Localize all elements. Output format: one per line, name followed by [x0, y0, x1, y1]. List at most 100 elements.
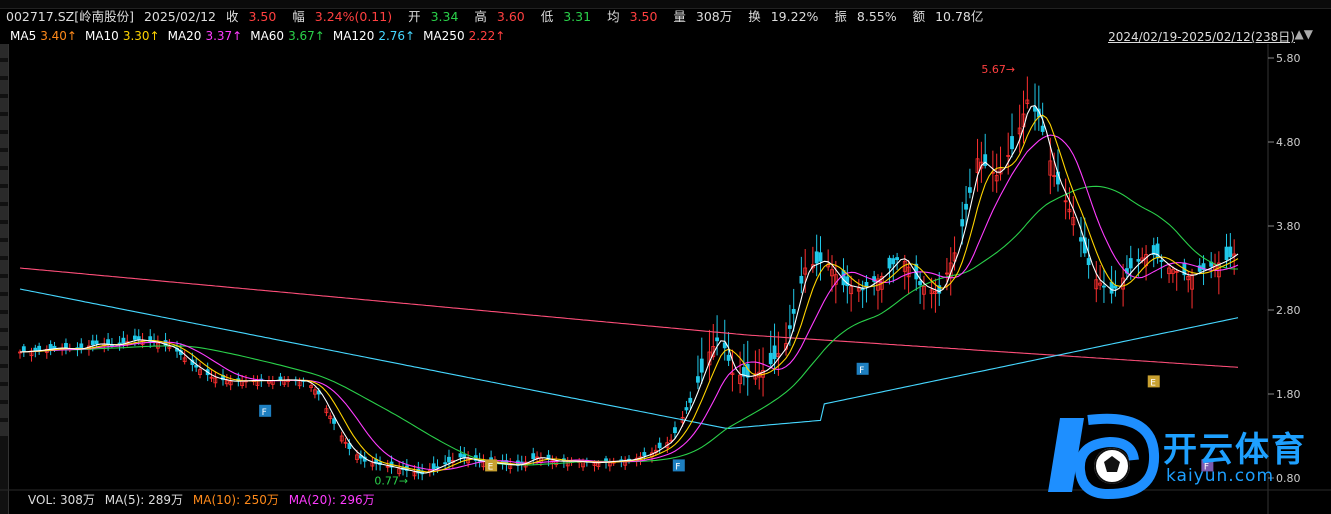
ma250-line — [19, 267, 1239, 368]
candle-body — [768, 352, 773, 365]
high-marker-label: 5.67→ — [981, 63, 1015, 76]
vol-ma5: MA(5): 289万 — [104, 493, 184, 507]
kline-chart: 5.80 4.80 3.80 2.80 1.80 0.80 5.67→ 0.77→ F E F F E F — [0, 44, 1331, 514]
event-marker — [485, 459, 498, 472]
candle-body — [673, 427, 677, 434]
candle-body — [1094, 279, 1099, 290]
candle-body — [1033, 106, 1037, 112]
quote-bar: 002717.SZ[岭南股份] 2025/02/12 收 3.50 幅 3.24… — [6, 9, 995, 25]
amplitude-field: 振 8.55% — [834, 9, 897, 24]
avg-field: 均 3.50 — [607, 9, 658, 24]
ma-legend-label: MA5 — [10, 29, 37, 43]
candle-body — [209, 376, 214, 379]
candle-body — [90, 340, 95, 346]
ma-legend-value: 2.22↑ — [468, 29, 506, 43]
candle-body — [1136, 259, 1141, 262]
candle-body — [1224, 246, 1229, 260]
candle-body — [818, 252, 823, 262]
candle-body — [1086, 258, 1091, 266]
candle-body — [753, 373, 758, 380]
candle-body — [167, 346, 172, 349]
candle-body — [370, 462, 375, 467]
candle-body — [845, 276, 850, 287]
candle-body — [1098, 282, 1103, 286]
high-field: 高 3.60 — [474, 9, 525, 24]
candle-body — [79, 343, 84, 349]
event-marker — [1201, 459, 1214, 472]
event-marker — [672, 459, 685, 472]
candle-body — [1170, 269, 1175, 274]
close-field: 收 3.50 — [225, 9, 277, 24]
candle-body — [945, 272, 949, 275]
ma20-line — [19, 134, 1239, 471]
candle-body — [535, 456, 539, 459]
range-arrows-icon[interactable]: ▲▼ — [1294, 27, 1313, 41]
candle-body — [1079, 237, 1083, 242]
event-marker-label: F — [262, 408, 267, 418]
candle-body — [787, 325, 792, 329]
candle-body — [918, 281, 922, 286]
candle-body — [447, 456, 451, 463]
event-marker-label: F — [675, 462, 680, 472]
candle-body — [799, 275, 804, 284]
y-tick-label: 2.80 — [1276, 304, 1301, 317]
candle-body — [332, 418, 336, 424]
open-field: 开 3.34 — [408, 9, 459, 24]
candle-body — [435, 466, 440, 469]
candle-body — [776, 353, 781, 358]
candle-body — [1121, 277, 1125, 290]
candle-body — [431, 463, 436, 470]
y-tick-label: 0.80 — [1276, 472, 1301, 485]
left-tool-strip — [0, 44, 9, 514]
candle-body — [1140, 257, 1145, 261]
candle-body — [814, 251, 819, 264]
candle-body — [975, 158, 980, 173]
candle-body — [860, 288, 865, 291]
watermark-text: 开云体育 — [1163, 430, 1307, 470]
candle-body — [803, 267, 808, 275]
candle-body — [94, 340, 99, 344]
candle-body — [21, 346, 26, 353]
event-marker-label: F — [1204, 462, 1209, 472]
candle-body — [182, 357, 187, 363]
y-tick-label: 4.80 — [1276, 136, 1301, 149]
candle-body — [1025, 99, 1030, 105]
candle-body — [1128, 258, 1133, 269]
event-marker — [856, 362, 869, 375]
candle-body — [994, 175, 999, 182]
candle-body — [1174, 270, 1179, 273]
candle-body — [791, 308, 796, 314]
ma120-line — [19, 288, 1239, 429]
y-tick-label: 5.80 — [1276, 52, 1301, 65]
candle-body — [339, 435, 344, 442]
candle-body — [864, 281, 869, 287]
candle-body — [343, 441, 348, 444]
candle-body — [228, 380, 233, 386]
candle-body — [33, 347, 38, 352]
candle-body — [1071, 217, 1076, 226]
candle-body — [642, 452, 647, 456]
top-toolbar — [0, 0, 1331, 9]
ma-legend-label: MA250 — [423, 29, 465, 43]
candle-body — [937, 285, 942, 294]
candle-body — [688, 397, 693, 403]
stock-code: 002717.SZ[岭南股份] — [6, 9, 134, 24]
candle-body — [684, 407, 689, 411]
candle-body — [278, 376, 283, 381]
candle-body — [1186, 275, 1191, 281]
candle-body — [1228, 246, 1233, 258]
low-field: 低 3.31 — [540, 9, 592, 24]
candle-body — [964, 203, 968, 210]
candle-body — [657, 442, 662, 449]
candle-body — [810, 264, 815, 269]
candle-body — [887, 257, 892, 269]
candle-body — [133, 335, 137, 340]
ma-legend-value: 3.67↑ — [288, 29, 325, 43]
date-range[interactable]: 2024/02/19-2025/02/12(238日) — [1108, 30, 1295, 44]
candle-body — [1040, 125, 1045, 132]
candle-body — [397, 468, 402, 475]
candle-body — [979, 161, 984, 169]
candle-body — [722, 342, 727, 349]
event-marker — [1147, 375, 1160, 388]
candle-body — [833, 274, 838, 285]
